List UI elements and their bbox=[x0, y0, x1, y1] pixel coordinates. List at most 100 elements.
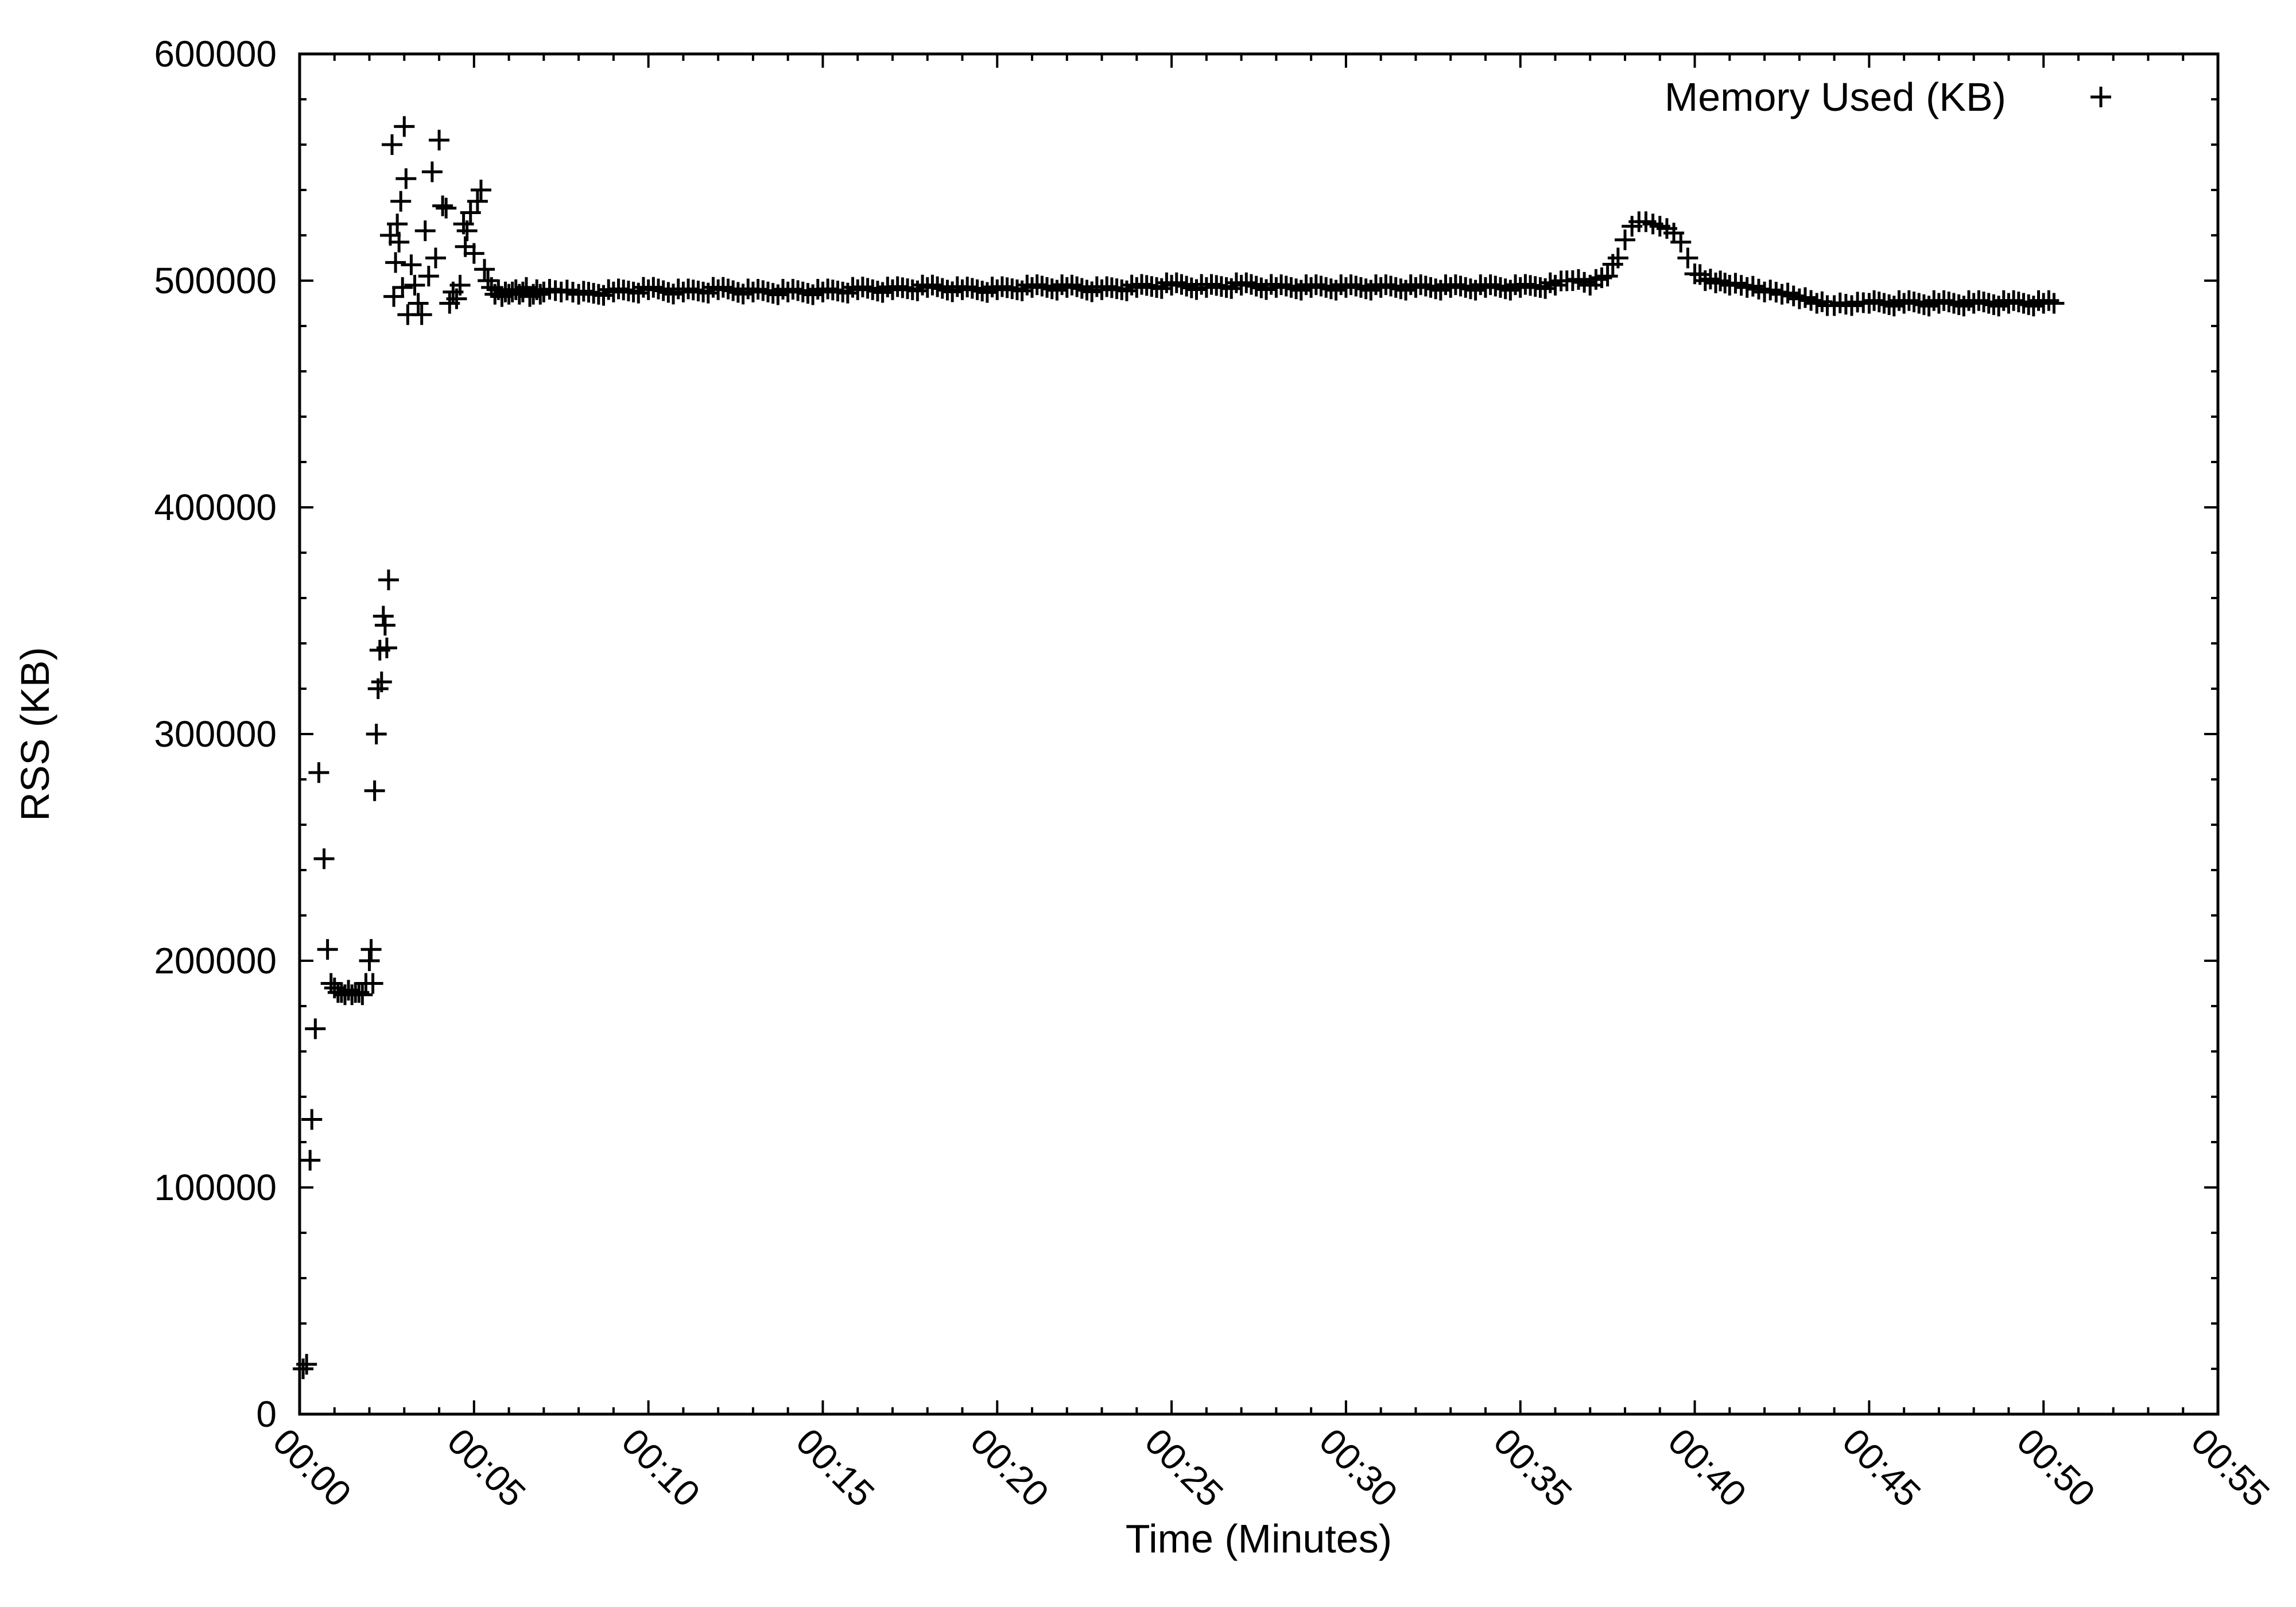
data-point bbox=[1151, 278, 1172, 299]
data-point bbox=[802, 284, 824, 305]
data-point bbox=[653, 280, 674, 301]
data-point bbox=[647, 278, 669, 300]
data-point bbox=[1360, 280, 1382, 301]
data-point bbox=[300, 1150, 321, 1171]
data-point bbox=[1290, 280, 1312, 301]
data-point bbox=[767, 284, 789, 305]
data-point bbox=[1071, 278, 1092, 299]
data-point bbox=[530, 284, 551, 305]
data-point bbox=[411, 304, 432, 325]
data-point bbox=[1171, 274, 1192, 295]
data-point bbox=[352, 984, 373, 1006]
data-point bbox=[1240, 274, 1262, 295]
data-point bbox=[718, 278, 739, 300]
plot-frame bbox=[298, 52, 2220, 1416]
data-point bbox=[432, 195, 453, 216]
data-point bbox=[872, 282, 893, 303]
x-tick-label: 00:20 bbox=[963, 1420, 1057, 1515]
data-point bbox=[378, 569, 399, 591]
y-tick-labels: 0 100000 200000 300000 400000 500000 600000 bbox=[154, 33, 277, 1435]
data-point bbox=[976, 282, 998, 303]
data-point bbox=[1700, 269, 1721, 290]
data-point bbox=[449, 274, 471, 296]
data-point bbox=[1256, 279, 1277, 300]
data-point bbox=[301, 1109, 323, 1130]
x-axis-title: Time (Minutes) bbox=[1126, 1516, 1392, 1561]
data-point bbox=[362, 973, 383, 994]
data-point bbox=[1186, 279, 1207, 300]
data-point bbox=[1081, 281, 1103, 302]
legend-plus-marker bbox=[2091, 87, 2111, 107]
data-point bbox=[395, 168, 417, 189]
data-point bbox=[1615, 229, 1636, 250]
y-axis-title: RSS (KB) bbox=[13, 647, 57, 821]
data-point bbox=[408, 293, 429, 314]
data-point bbox=[385, 252, 406, 273]
data-point bbox=[1465, 280, 1486, 301]
x-tick-label: 00:25 bbox=[1137, 1420, 1231, 1515]
y-tick-label: 500000 bbox=[154, 260, 277, 301]
data-point bbox=[2043, 293, 2065, 314]
data-point bbox=[1883, 296, 1905, 317]
data-point bbox=[2038, 290, 2060, 311]
data-point bbox=[1325, 280, 1347, 301]
data-point bbox=[1677, 247, 1698, 269]
y-tick-label: 0 bbox=[256, 1393, 277, 1435]
data-point bbox=[1221, 278, 1242, 299]
data-point bbox=[425, 247, 446, 269]
data-point bbox=[404, 274, 425, 296]
data-point bbox=[308, 762, 329, 783]
data-point bbox=[932, 278, 953, 299]
data-point bbox=[429, 130, 450, 151]
data-point bbox=[1812, 291, 1833, 312]
data-point bbox=[446, 288, 467, 309]
data-point bbox=[907, 280, 928, 301]
data-point bbox=[305, 1018, 326, 1039]
data-point bbox=[460, 202, 481, 223]
data-point bbox=[1500, 280, 1521, 301]
data-point bbox=[394, 116, 415, 137]
data-point bbox=[1166, 272, 1187, 293]
data-point bbox=[463, 243, 484, 264]
data-point bbox=[317, 939, 338, 960]
data-point bbox=[723, 280, 744, 301]
data-point bbox=[389, 231, 410, 253]
data-point bbox=[418, 266, 439, 287]
data-point bbox=[1806, 293, 1828, 314]
x-tick-labels: 00:00 00:05 00:10 00:15 00:20 00:25 00:30 00:35… bbox=[265, 1420, 2278, 1515]
data-point bbox=[470, 180, 491, 200]
x-tick-label: 00:30 bbox=[1312, 1420, 1406, 1515]
data-point bbox=[382, 134, 403, 155]
x-tick-label: 00:15 bbox=[788, 1420, 882, 1515]
data-point bbox=[922, 274, 943, 296]
data-point bbox=[1539, 272, 1561, 293]
x-tick-label: 00:00 bbox=[265, 1420, 359, 1515]
x-tick-label: 00:35 bbox=[1486, 1420, 1580, 1515]
x-tick-label: 00:50 bbox=[2009, 1420, 2103, 1515]
data-point bbox=[1670, 231, 1692, 253]
data-point bbox=[732, 284, 754, 305]
data-point bbox=[2023, 296, 2044, 317]
y-tick-label: 300000 bbox=[154, 713, 277, 755]
data-point bbox=[374, 615, 395, 636]
data-point bbox=[456, 220, 478, 242]
data-point bbox=[1066, 276, 1088, 297]
data-point bbox=[1988, 296, 2010, 317]
data-point bbox=[376, 637, 397, 658]
data-point bbox=[1236, 272, 1257, 293]
data-point bbox=[436, 197, 457, 219]
data-point bbox=[296, 1354, 317, 1375]
data-point bbox=[1953, 296, 1975, 317]
data-point bbox=[1176, 275, 1197, 297]
y-tick-label: 400000 bbox=[154, 487, 277, 528]
y-tick-label: 600000 bbox=[154, 33, 277, 75]
data-point bbox=[1597, 266, 1618, 287]
data-point bbox=[1246, 275, 1267, 297]
data-point bbox=[293, 1358, 314, 1379]
data-point bbox=[392, 277, 413, 298]
data-point bbox=[697, 282, 719, 304]
data-point bbox=[371, 671, 392, 693]
data-point bbox=[1918, 296, 1940, 317]
y-tick-label: 100000 bbox=[154, 1167, 277, 1208]
